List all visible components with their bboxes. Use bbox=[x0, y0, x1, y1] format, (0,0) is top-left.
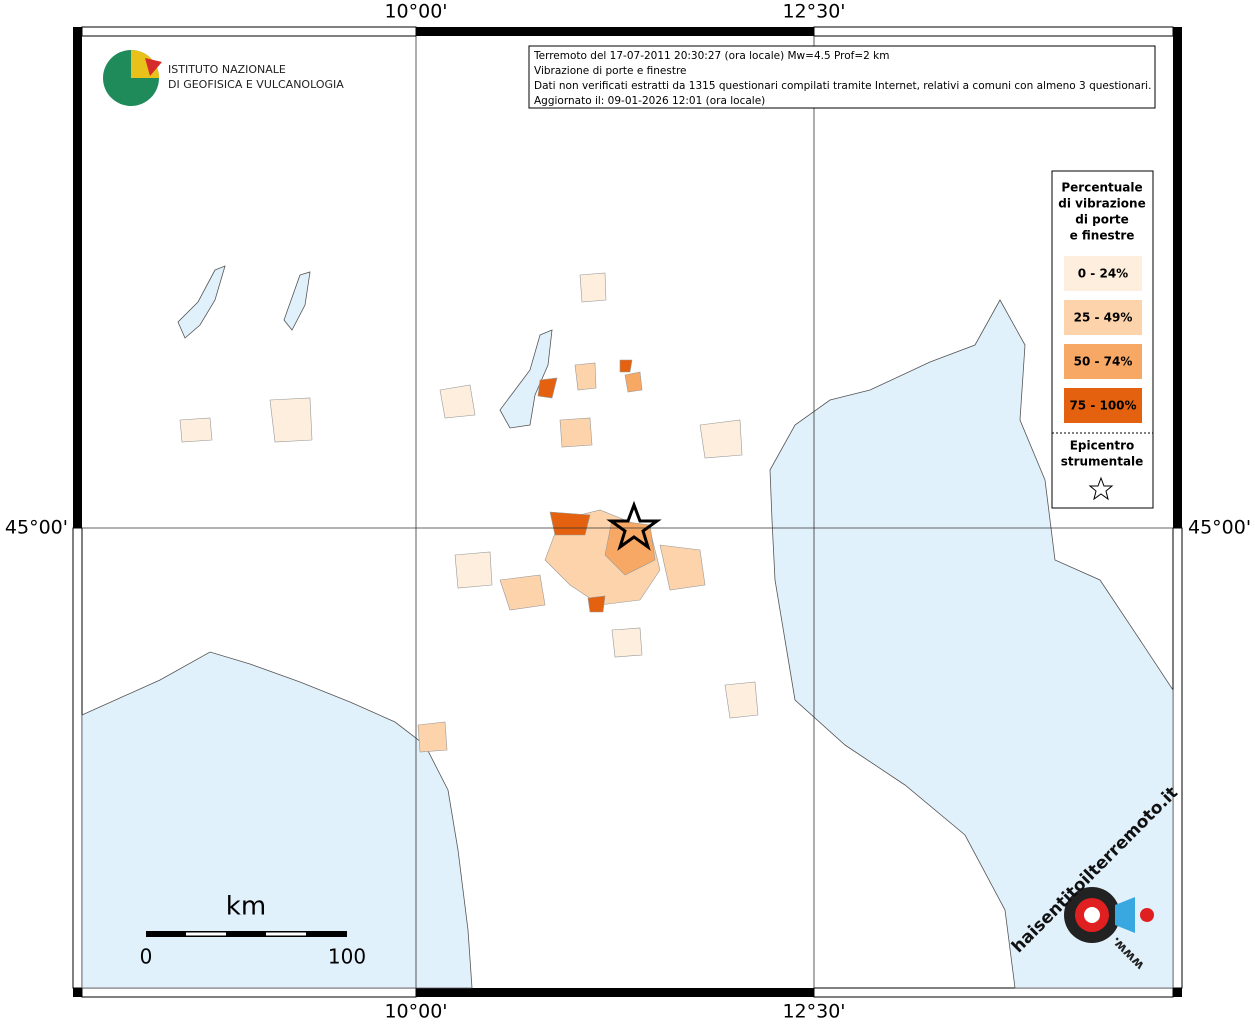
scale-label: 0 bbox=[140, 945, 153, 969]
ingv-logo-part bbox=[145, 58, 162, 76]
info-box bbox=[528, 45, 1156, 109]
lake-garda bbox=[499, 329, 553, 429]
municipality-patch bbox=[417, 721, 448, 753]
lon-label: 10°00' bbox=[384, 1, 447, 23]
legend-swatch bbox=[1064, 388, 1142, 423]
frame-segment bbox=[1172, 527, 1183, 989]
logo-text: DI GEOFISICA E VULCANOLOGIA bbox=[168, 78, 344, 91]
brand-logo-part bbox=[1140, 908, 1154, 922]
ligurian-sea bbox=[81, 651, 473, 989]
brand-logo-part bbox=[1084, 907, 1100, 923]
legend-label: 50 - 74% bbox=[1074, 355, 1133, 369]
frame-segment bbox=[813, 26, 1174, 37]
frame-segment bbox=[81, 26, 417, 37]
info-line: Aggiornato il: 09-01-2026 12:01 (ora loc… bbox=[534, 95, 765, 107]
scale-bar-segment bbox=[266, 932, 306, 936]
municipality-patch bbox=[269, 397, 313, 443]
legend-title: Percentuale bbox=[1061, 181, 1142, 195]
municipality-patch bbox=[559, 417, 593, 448]
lon-label: 12°30' bbox=[782, 1001, 845, 1023]
legend-title: e finestre bbox=[1070, 229, 1135, 243]
municipality-patch bbox=[587, 595, 606, 613]
municipality-patch bbox=[537, 377, 558, 399]
legend-box bbox=[1051, 170, 1154, 509]
legend-swatch bbox=[1064, 256, 1142, 291]
municipality-patch bbox=[454, 551, 493, 589]
info-line: Vibrazione di porte e finestre bbox=[534, 65, 687, 77]
legend-star bbox=[1088, 476, 1114, 501]
scale-label: 100 bbox=[328, 945, 366, 969]
legend-title: di porte bbox=[1075, 213, 1129, 227]
municipality-patch bbox=[611, 627, 643, 658]
municipality-patch bbox=[574, 362, 597, 391]
legend-label: 0 - 24% bbox=[1078, 267, 1128, 281]
scale-unit: km bbox=[226, 892, 266, 922]
legend-label: 25 - 49% bbox=[1074, 311, 1133, 325]
lat-label: 45°00' bbox=[5, 517, 68, 539]
scale-bar bbox=[146, 931, 347, 937]
municipality-patch bbox=[724, 681, 759, 719]
brand-logo-part bbox=[1115, 897, 1135, 933]
municipality-patch bbox=[579, 272, 607, 303]
legend-epicenter: strumentale bbox=[1061, 455, 1144, 469]
lon-label: 10°00' bbox=[384, 1001, 447, 1023]
frame-segment bbox=[813, 987, 1174, 998]
municipality-patch bbox=[619, 359, 633, 373]
legend-label: 75 - 100% bbox=[1069, 399, 1136, 413]
municipality-patch bbox=[549, 511, 591, 536]
municipality-patch bbox=[499, 574, 546, 611]
municipality-patch bbox=[179, 417, 213, 443]
lake bbox=[283, 271, 311, 331]
municipality-patch bbox=[624, 371, 643, 393]
lake bbox=[177, 265, 226, 339]
legend-epicenter: Epicentro bbox=[1070, 439, 1135, 453]
legend-swatch bbox=[1064, 300, 1142, 335]
legend-swatch bbox=[1064, 344, 1142, 379]
municipality-patch bbox=[659, 544, 706, 591]
logo-text: ISTITUTO NAZIONALE bbox=[168, 63, 286, 76]
legend-title: di vibrazione bbox=[1058, 197, 1145, 211]
info-line: Dati non verificati estratti da 1315 que… bbox=[534, 80, 1151, 92]
adriatic-sea bbox=[769, 299, 1174, 989]
info-line: Terremoto del 17-07-2011 20:30:27 (ora l… bbox=[533, 50, 889, 62]
municipality-patch bbox=[699, 419, 743, 459]
lat-label: 45°00' bbox=[1188, 517, 1251, 539]
municipality-patch bbox=[439, 384, 476, 419]
lon-label: 12°30' bbox=[782, 1, 845, 23]
frame-segment bbox=[81, 987, 417, 998]
scale-bar-segment bbox=[186, 932, 226, 936]
frame-segment bbox=[72, 527, 83, 989]
epicenter-star bbox=[606, 500, 662, 551]
